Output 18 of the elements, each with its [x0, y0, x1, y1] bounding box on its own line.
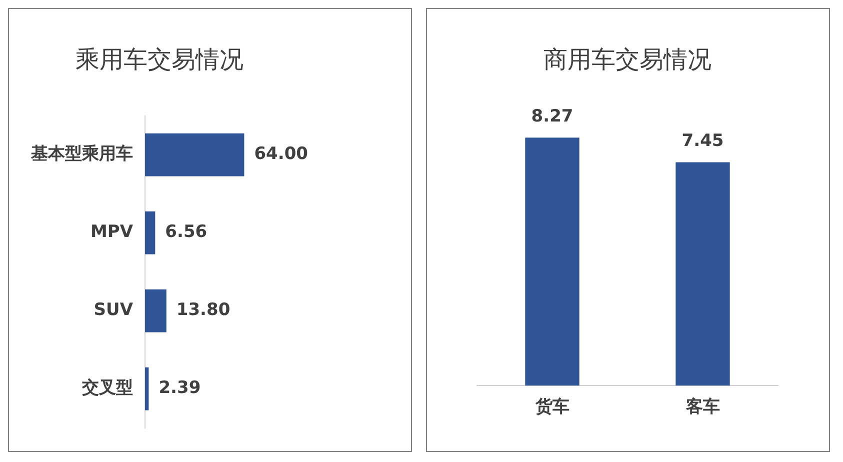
y-tick-label: 交叉型 [81, 378, 133, 398]
x-tick-label: 货车 [534, 397, 570, 418]
chart-title: 商用车交易情况 [544, 46, 712, 74]
bar [145, 133, 244, 176]
bar [145, 211, 156, 254]
y-tick-label: SUV [94, 300, 134, 320]
data-label: 2.39 [158, 378, 201, 398]
y-tick-label: 基本型乘用车 [30, 144, 133, 164]
bar [145, 289, 166, 332]
data-label: 6.56 [165, 222, 208, 242]
data-label: 8.27 [531, 106, 574, 127]
y-tick-label: MPV [90, 222, 134, 242]
bar [145, 367, 149, 410]
x-tick-label: 客车 [684, 397, 720, 418]
data-label: 13.80 [176, 300, 230, 320]
data-label: 7.45 [682, 131, 724, 152]
chart-title: 乘用车交易情况 [76, 46, 244, 74]
data-label: 64.00 [254, 144, 308, 164]
